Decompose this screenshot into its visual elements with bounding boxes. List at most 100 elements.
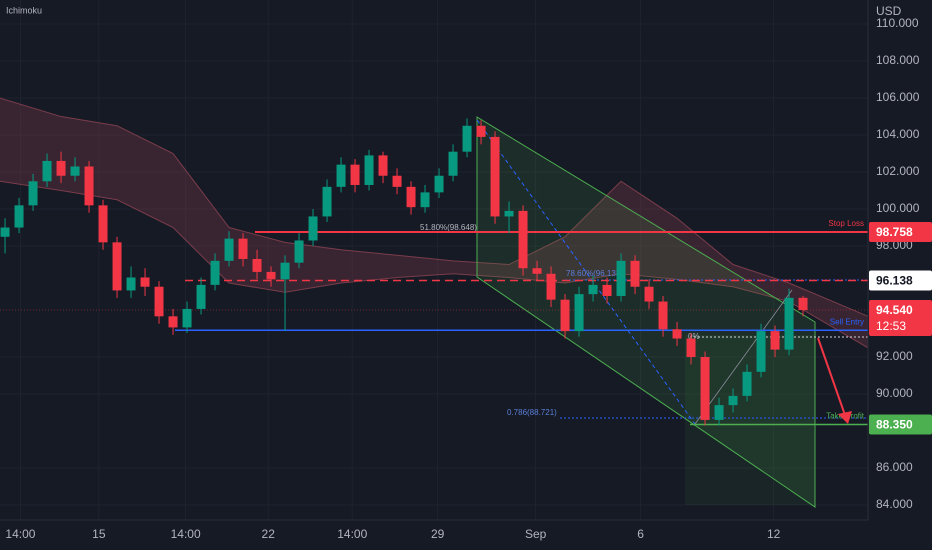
candle-body [560, 299, 570, 332]
fib-label: 0% [688, 332, 700, 341]
y-axis-label: USD [876, 4, 902, 18]
fib-trend [476, 119, 696, 425]
y-tick-label: 90.000 [876, 386, 913, 400]
y-tick-label: 92.000 [876, 349, 913, 363]
cloud-fill [0, 98, 868, 348]
grid [0, 0, 868, 520]
candle-body [728, 395, 738, 406]
y-tick-label: 106.000 [876, 90, 920, 104]
cloud [0, 97, 869, 349]
candle-body [714, 405, 724, 420]
candle-body [154, 286, 164, 317]
candle-body [770, 331, 780, 350]
candle-body [644, 286, 654, 302]
candle-body [532, 268, 542, 274]
candle-body [126, 277, 136, 291]
x-tick-label: Sep [525, 527, 547, 541]
candle-body [112, 242, 122, 291]
level-name: Sell Entry [830, 317, 864, 326]
arrow [817, 337, 847, 419]
candle-body [0, 227, 10, 237]
y-tick-label: 84.000 [876, 497, 913, 511]
level-name: Stop Loss [828, 219, 864, 228]
y-tick-label: 104.000 [876, 127, 920, 141]
fib-label: 0.786(88.721) [507, 408, 557, 417]
x-tick-label: 14:00 [5, 527, 35, 541]
price-tag [869, 270, 932, 291]
candle-body [630, 260, 640, 287]
y-tick-label: 102.000 [876, 164, 920, 178]
candle-body [238, 238, 248, 259]
candles [0, 118, 808, 426]
candle-body [420, 192, 430, 208]
candle-body [294, 240, 304, 263]
candle-body [378, 155, 388, 176]
candle-body [588, 284, 598, 295]
x-tick-label: 22 [262, 527, 276, 541]
arrow-head [838, 411, 852, 424]
x-tick-label: 14:00 [171, 527, 201, 541]
candle-body [700, 357, 710, 420]
candle-body [266, 271, 276, 280]
x-tick-label: 6 [637, 527, 644, 541]
candle-body [448, 151, 458, 176]
candle-body [392, 175, 402, 187]
price-tag [869, 300, 932, 337]
x-tick-label: 12 [767, 527, 781, 541]
candle-body [322, 186, 332, 217]
cloud-upper [0, 97, 869, 317]
y-tick-label: 110.000 [876, 16, 919, 30]
candle-body [686, 338, 696, 358]
candle-body [140, 277, 150, 287]
candle-body [602, 284, 612, 296]
price-tag-label: 88.350 [876, 418, 913, 432]
price-tag-label: 94.540 [876, 303, 913, 317]
y-tick-label: 100.000 [876, 201, 920, 215]
countdown: 12:53 [876, 319, 906, 333]
candle-body [28, 181, 38, 206]
x-tick-label: 14:00 [337, 527, 367, 541]
candle-body [350, 164, 360, 185]
candle-body [518, 210, 528, 269]
y-tick-label: 86.000 [876, 460, 913, 474]
candle-body [14, 205, 24, 228]
candle-body [224, 238, 234, 261]
fib-label: 51.80%(98.648) [420, 223, 477, 232]
candle-body [742, 371, 752, 396]
candle-body [70, 166, 80, 176]
candle-body [798, 297, 808, 311]
candle-body [434, 175, 444, 193]
x-tick-label: 15 [92, 527, 106, 541]
candle-body [616, 260, 626, 296]
candle-body [252, 258, 262, 272]
candle-body [210, 260, 220, 285]
candle-body [490, 136, 500, 217]
candle-body [546, 273, 556, 300]
candle-body [756, 331, 766, 372]
candle-body [504, 210, 514, 217]
candle-body [574, 294, 584, 332]
candle-body [406, 186, 416, 208]
candle-body [280, 262, 290, 280]
fib-trend [694, 289, 793, 425]
price-tag-label: 98.758 [876, 225, 913, 239]
fib-label: 78.60%(96.138) [566, 269, 623, 278]
price-tag [869, 414, 932, 435]
candle-body [56, 160, 66, 176]
candle-body [168, 316, 178, 328]
channel [476, 116, 816, 508]
x-tick-label: 29 [431, 527, 445, 541]
candle-body [182, 308, 192, 328]
candle-body [336, 164, 346, 187]
candle-body [476, 125, 486, 137]
candle-body [42, 160, 52, 182]
candle-body [784, 297, 794, 350]
chart-title: Ichimoku [6, 5, 42, 15]
candle-body [84, 166, 94, 206]
candle-body [196, 284, 206, 309]
candle-body [364, 155, 374, 185]
candle-body [98, 205, 108, 243]
